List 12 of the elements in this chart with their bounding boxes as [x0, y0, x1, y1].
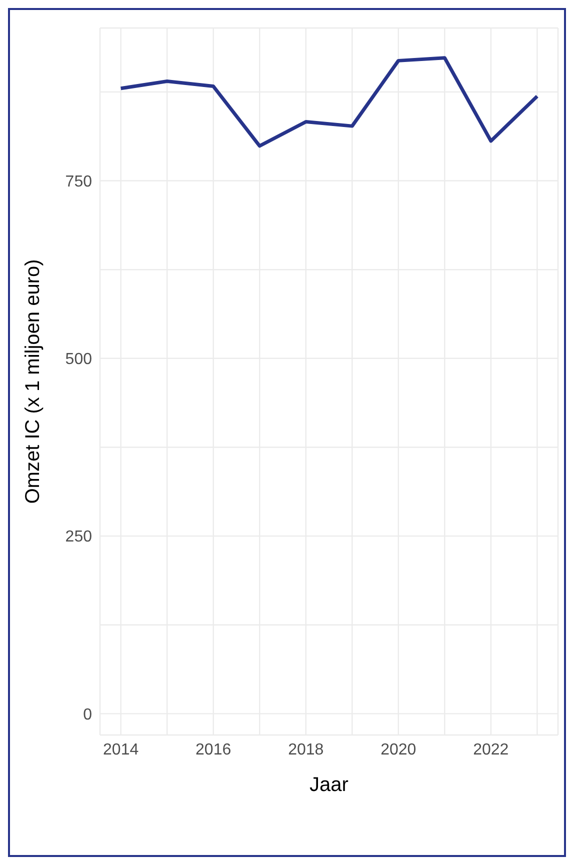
y-tick-label: 500 — [65, 351, 92, 368]
x-tick-label: 2020 — [380, 741, 416, 758]
y-tick-label: 0 — [83, 706, 92, 724]
x-tick-label: 2016 — [196, 741, 232, 758]
x-tick-label: 2014 — [103, 741, 139, 758]
y-tick-label: 750 — [65, 173, 92, 190]
x-tick-label: 2022 — [473, 741, 509, 758]
x-tick-label: 2018 — [288, 741, 324, 758]
x-axis-title: Jaar — [310, 774, 349, 796]
line-series — [119, 56, 539, 148]
y-tick-label: 250 — [65, 528, 92, 546]
y-axis-title: Omzet IC (x 1 miljoen euro) — [22, 259, 44, 504]
